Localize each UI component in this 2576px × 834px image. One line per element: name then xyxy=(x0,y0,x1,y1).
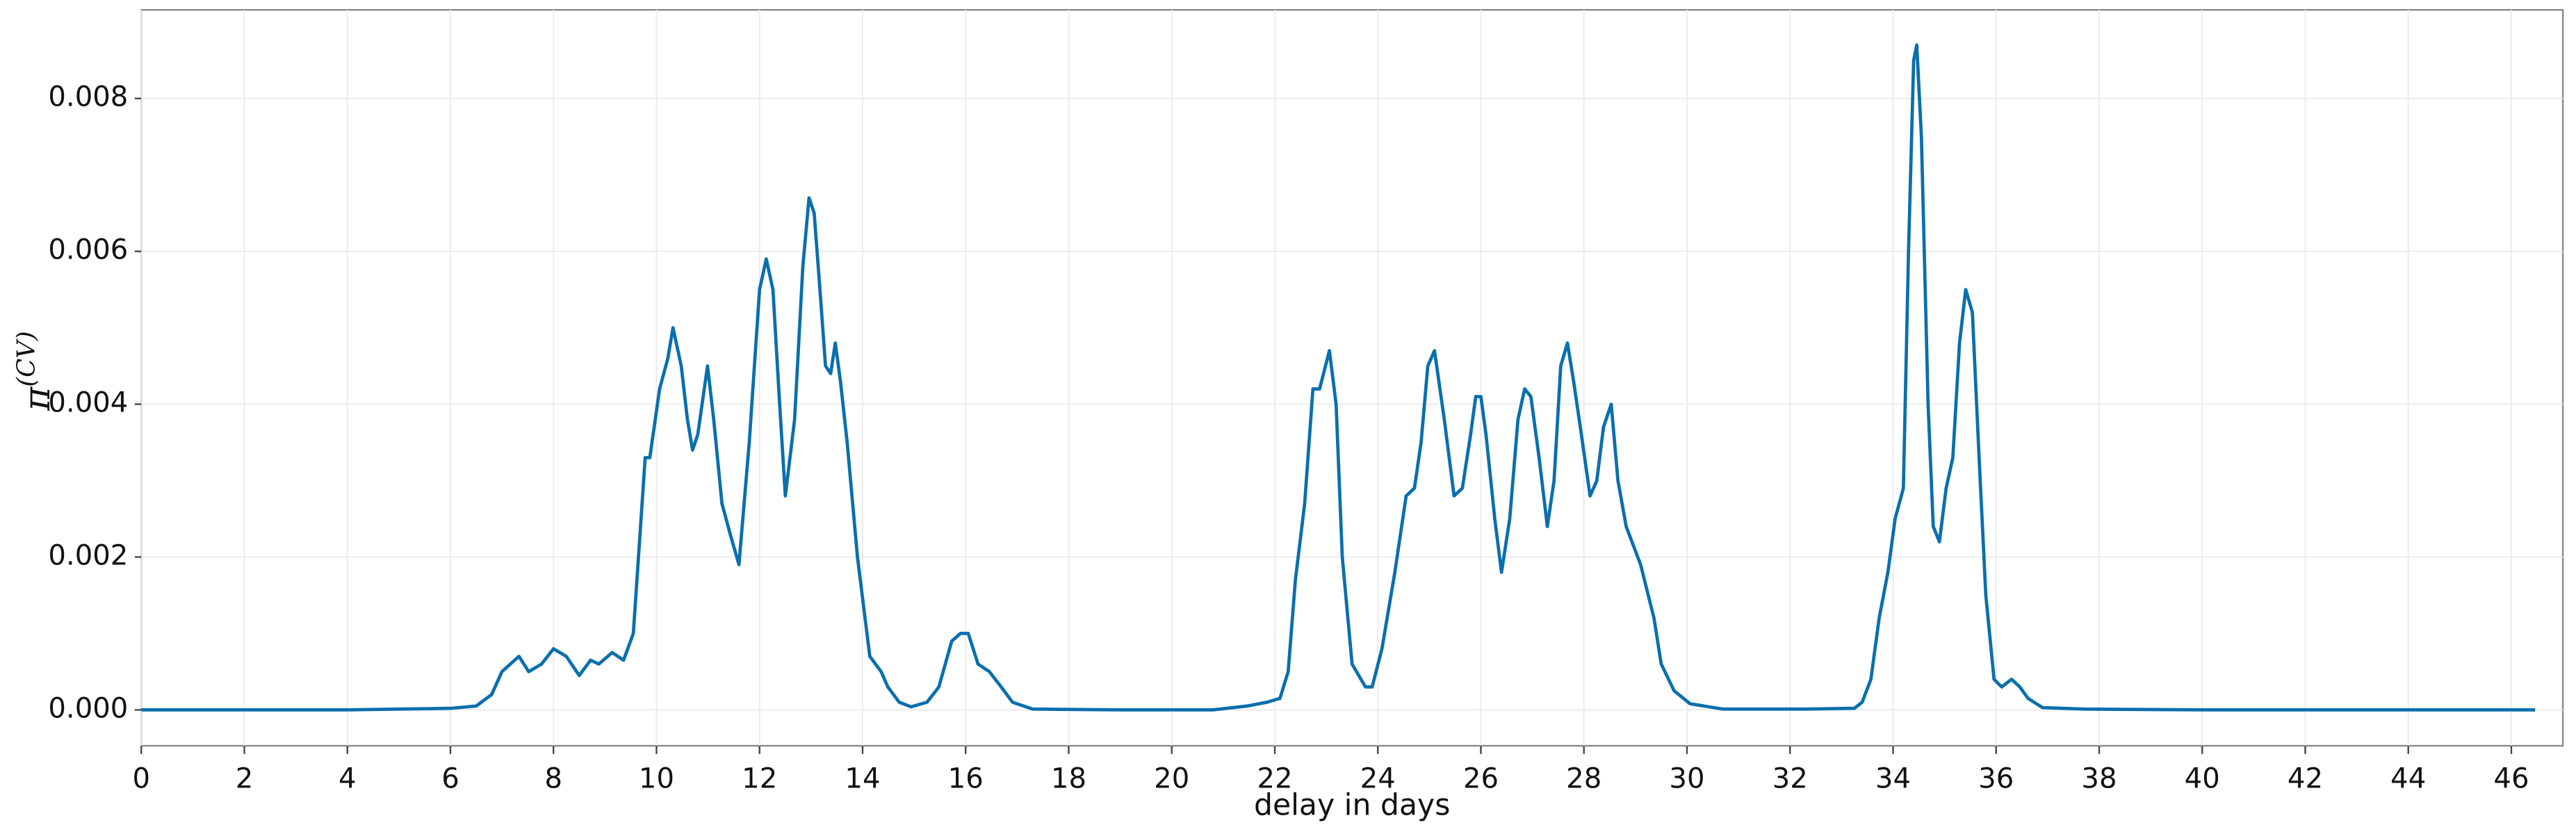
x-tick-label: 20 xyxy=(1154,763,1189,795)
x-tick-label: 16 xyxy=(948,763,984,795)
ticks: 0 2 4 6 8 10 12 14 16 18 20 22 24 26 28 30 32 34 36 38 40 42 4… xyxy=(48,81,2529,795)
y-tick-label: 0.004 xyxy=(48,387,128,419)
y-axis-label-main: π xyxy=(17,386,58,411)
x-tick-label: 38 xyxy=(2081,763,2117,795)
x-tick-label: 42 xyxy=(2288,763,2323,795)
x-tick-label: 26 xyxy=(1463,763,1499,795)
x-tick-label: 32 xyxy=(1772,763,1808,795)
x-tick-label: 4 xyxy=(339,763,357,795)
y-axis-label: π(CV) xyxy=(13,331,58,411)
x-tick-label: 44 xyxy=(2390,763,2426,795)
x-tick-label: 12 xyxy=(742,763,777,795)
plot-frame xyxy=(140,9,2564,747)
x-tick-label: 6 xyxy=(441,763,459,795)
x-tick-label: 34 xyxy=(1875,763,1911,795)
x-tick-label: 0 xyxy=(132,763,150,795)
y-tick-label: 0.002 xyxy=(48,539,128,571)
y-axis-label-sup: (CV) xyxy=(13,331,41,386)
y-tick-label: 0.006 xyxy=(48,234,128,266)
x-tick-label: 30 xyxy=(1669,763,1704,795)
x-tick-label: 28 xyxy=(1566,763,1601,795)
x-tick-label: 18 xyxy=(1051,763,1086,795)
x-axis-label: delay in days xyxy=(1254,788,1450,822)
x-tick-label: 22 xyxy=(1257,763,1292,795)
y-tick-label: 0.000 xyxy=(48,692,128,724)
x-tick-label: 8 xyxy=(544,763,562,795)
x-tick-label: 14 xyxy=(845,763,880,795)
x-tick-label: 36 xyxy=(1978,763,2014,795)
x-tick-label: 10 xyxy=(639,763,674,795)
grid xyxy=(140,10,2563,746)
x-tick-label: 2 xyxy=(236,763,254,795)
x-tick-label: 24 xyxy=(1360,763,1396,795)
y-tick-label: 0.008 xyxy=(48,81,128,113)
x-tick-label: 46 xyxy=(2493,763,2529,795)
line xyxy=(141,43,2536,712)
series xyxy=(141,43,2536,712)
x-tick-label: 40 xyxy=(2185,763,2220,795)
